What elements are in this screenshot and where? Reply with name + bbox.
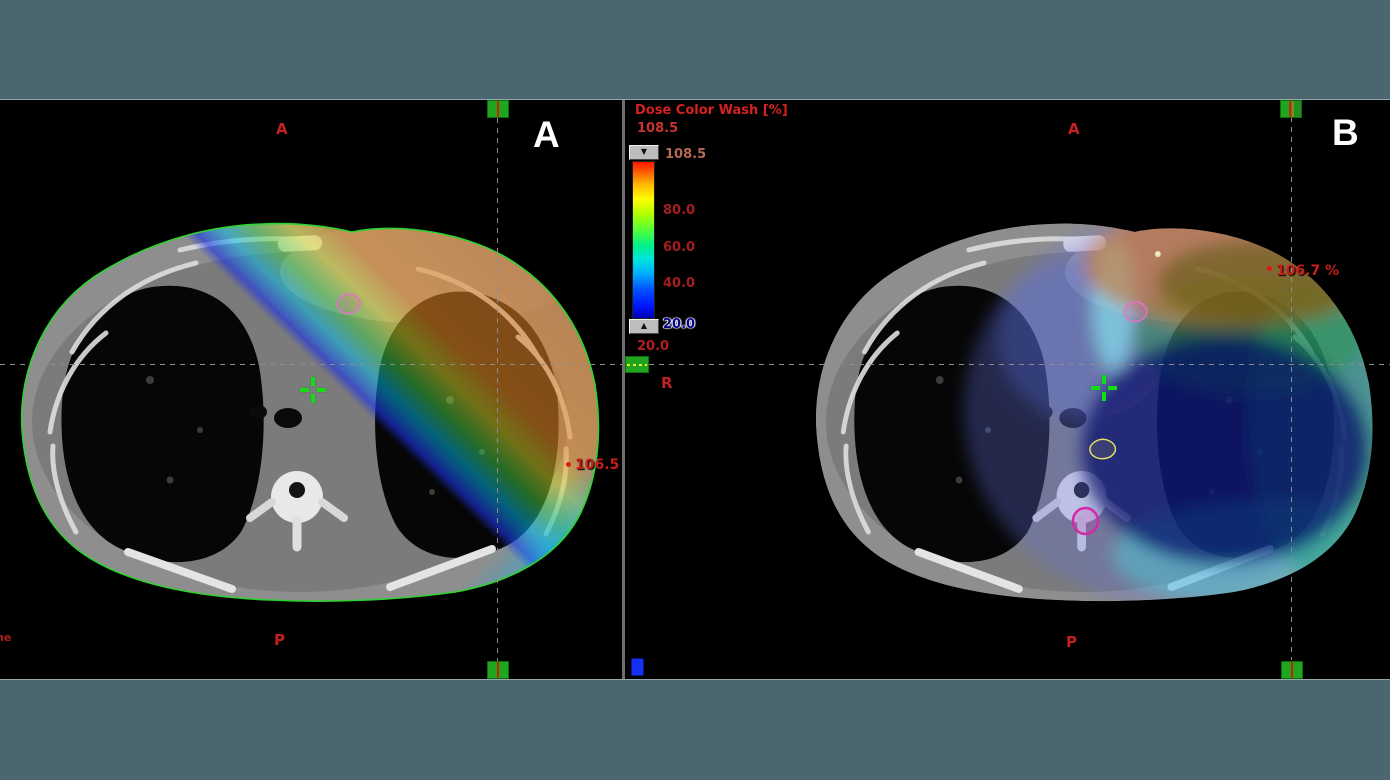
- legend-upper-scroll-button[interactable]: ▼: [629, 145, 659, 160]
- ct-anatomy-b: [815, 223, 1373, 602]
- slice-handle-bottom-b[interactable]: [1281, 661, 1303, 679]
- axial-plane-line-vertical-a[interactable]: [497, 118, 498, 661]
- panel-label-b: B: [1332, 112, 1359, 153]
- axial-plane-line-horizontal-a[interactable]: [0, 364, 622, 365]
- esophagus-contour-b: [1089, 438, 1117, 460]
- target-contour-a: [336, 293, 362, 315]
- dose-point-marker-a: [566, 462, 571, 467]
- dose-comparison-workspace: A P A ne 106.5: [0, 99, 1390, 680]
- spinal-cord-contour-b: [1071, 506, 1100, 536]
- orientation-label-posterior-a: P: [274, 631, 285, 649]
- slice-handle-top-a[interactable]: [487, 100, 509, 118]
- legend-lower-scroll-button[interactable]: ▲: [629, 319, 659, 334]
- legend-tick-40: 40.0: [663, 276, 696, 291]
- dose-point-value-b: 106.7 %: [1276, 263, 1340, 279]
- truncated-edge-text-a: ne: [0, 631, 12, 644]
- dose-colorbar[interactable]: [632, 161, 655, 319]
- orientation-label-right-b: R: [661, 374, 673, 392]
- slice-handle-top-b[interactable]: [1280, 100, 1302, 118]
- dose-colorwash-overlay-a: [21, 223, 599, 602]
- legend-tick-60: 60.0: [663, 240, 696, 255]
- viewport-divider: [622, 100, 625, 679]
- reference-point-b: [1154, 251, 1161, 257]
- crosshair-icon-b[interactable]: [1091, 375, 1117, 401]
- orientation-label-anterior-b: A: [1068, 120, 1080, 138]
- dose-point-value-a: 106.5: [575, 457, 620, 473]
- axial-plane-line-vertical-b[interactable]: [1291, 117, 1292, 660]
- crosshair-icon-a[interactable]: [300, 377, 326, 403]
- ct-slice-a: [20, 222, 600, 602]
- orientation-label-posterior-b: P: [1066, 633, 1077, 651]
- legend-title: Dose Color Wash [%]: [635, 103, 788, 118]
- viewport-b[interactable]: A P R B 106.7 % Dose Color Wash [%] 108.…: [625, 100, 1390, 679]
- down-arrow-icon: ▼: [640, 147, 648, 156]
- dose-colorwash-legend: Dose Color Wash [%] 108.5 ▼ 108.5 80.0 6…: [625, 100, 788, 679]
- target-contour-b: [1123, 301, 1148, 323]
- legend-tick-80: 80.0: [663, 203, 696, 218]
- legend-scale-max: 108.5: [665, 147, 707, 162]
- panel-label-a: A: [533, 114, 560, 155]
- legend-max-value: 108.5: [637, 121, 679, 136]
- up-arrow-icon: ▲: [640, 321, 648, 330]
- legend-scale-min: 20.0: [663, 317, 696, 332]
- slice-handle-bottom-a[interactable]: [487, 661, 509, 679]
- dose-point-marker-b: [1267, 266, 1272, 271]
- blue-tool-icon[interactable]: [631, 658, 644, 676]
- ct-slice-b: [815, 223, 1373, 602]
- legend-min-value: 20.0: [637, 339, 670, 354]
- axial-plane-line-horizontal-b[interactable]: [649, 364, 1390, 365]
- ct-anatomy-a: [21, 223, 599, 602]
- slice-handle-left-b[interactable]: [625, 356, 649, 373]
- body-contour-a: [20, 222, 600, 602]
- orientation-label-anterior-a: A: [276, 120, 288, 138]
- viewport-a[interactable]: A P A ne 106.5: [0, 100, 622, 679]
